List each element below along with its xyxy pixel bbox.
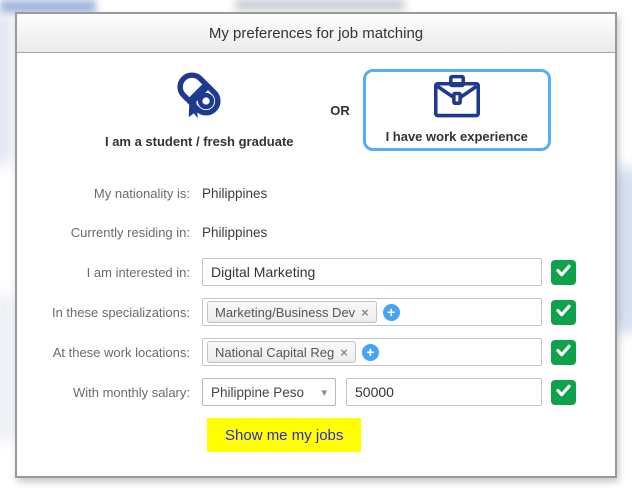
- option-student-label: I am a student / fresh graduate: [104, 134, 294, 149]
- job-matching-preferences-dialog: My preferences for job matching I am a s…: [15, 12, 617, 478]
- background-blur-blob: [235, 0, 405, 10]
- static-fields: My nationality is: Philippines Currently…: [17, 180, 615, 245]
- specialization-tag: Marketing/Business Dev ×: [207, 301, 377, 323]
- interested-confirm-button[interactable]: [551, 259, 576, 285]
- remove-tag-icon[interactable]: ×: [340, 344, 348, 360]
- remove-tag-icon[interactable]: ×: [361, 304, 369, 320]
- check-icon: [556, 304, 571, 320]
- salary-row: With monthly salary: Philippine Peso ▾: [17, 378, 615, 406]
- residence-row: Currently residing in: Philippines: [17, 219, 615, 245]
- diploma-icon: [168, 65, 230, 128]
- show-jobs-button[interactable]: Show me my jobs: [207, 418, 362, 452]
- specializations-tag-box[interactable]: Marketing/Business Dev × +: [202, 298, 542, 326]
- option-student-fresh-graduate[interactable]: I am a student / fresh graduate: [81, 69, 317, 151]
- check-icon: [556, 344, 571, 360]
- dialog-body: I am a student / fresh graduate OR I hav…: [17, 53, 615, 452]
- locations-label: At these work locations:: [52, 344, 190, 360]
- residence-value: Philippines: [202, 224, 268, 240]
- background-blur-blob: [0, 14, 10, 164]
- tag-text: National Capital Reg: [215, 344, 335, 360]
- dialog-header: My preferences for job matching: [17, 14, 615, 53]
- briefcase-icon: [428, 74, 486, 125]
- check-icon: [556, 384, 571, 400]
- locations-confirm-button[interactable]: [551, 339, 576, 365]
- salary-label: With monthly salary:: [72, 384, 190, 400]
- option-work-experience[interactable]: I have work experience: [362, 69, 551, 151]
- specializations-confirm-button[interactable]: [551, 299, 576, 325]
- salary-confirm-button[interactable]: [551, 379, 576, 405]
- background-blur-blob: [0, 295, 12, 440]
- interested-row: I am interested in:: [17, 258, 615, 286]
- interested-input[interactable]: [202, 258, 542, 286]
- nationality-row: My nationality is: Philippines: [17, 180, 615, 206]
- profile-type-chooser: I am a student / fresh graduate OR I hav…: [17, 65, 615, 155]
- preferences-form: I am interested in: In these specializat…: [17, 258, 615, 406]
- residence-label: Currently residing in:: [70, 224, 190, 240]
- locations-row: At these work locations: National Capita…: [17, 338, 615, 366]
- location-tag: National Capital Reg ×: [207, 341, 356, 363]
- nationality-label: My nationality is:: [93, 185, 190, 201]
- interested-label: I am interested in:: [86, 264, 190, 280]
- currency-select[interactable]: Philippine Peso ▾: [202, 378, 336, 406]
- or-separator: OR: [330, 102, 350, 118]
- tag-text: Marketing/Business Dev: [215, 304, 356, 320]
- locations-tag-box[interactable]: National Capital Reg × +: [202, 338, 542, 366]
- dialog-title: My preferences for job matching: [208, 24, 424, 42]
- specializations-row: In these specializations: Marketing/Busi…: [17, 298, 615, 326]
- option-experience-label: I have work experience: [385, 129, 528, 144]
- add-location-icon[interactable]: +: [361, 343, 379, 361]
- specializations-label: In these specializations:: [51, 304, 190, 320]
- chevron-down-icon: ▾: [321, 386, 327, 399]
- check-icon: [556, 264, 571, 280]
- add-specialization-icon[interactable]: +: [382, 303, 400, 321]
- submit-row: Show me my jobs: [17, 418, 615, 452]
- nationality-value: Philippines: [202, 185, 268, 201]
- salary-amount-input[interactable]: [346, 378, 542, 406]
- currency-value: Philippine Peso: [211, 384, 305, 400]
